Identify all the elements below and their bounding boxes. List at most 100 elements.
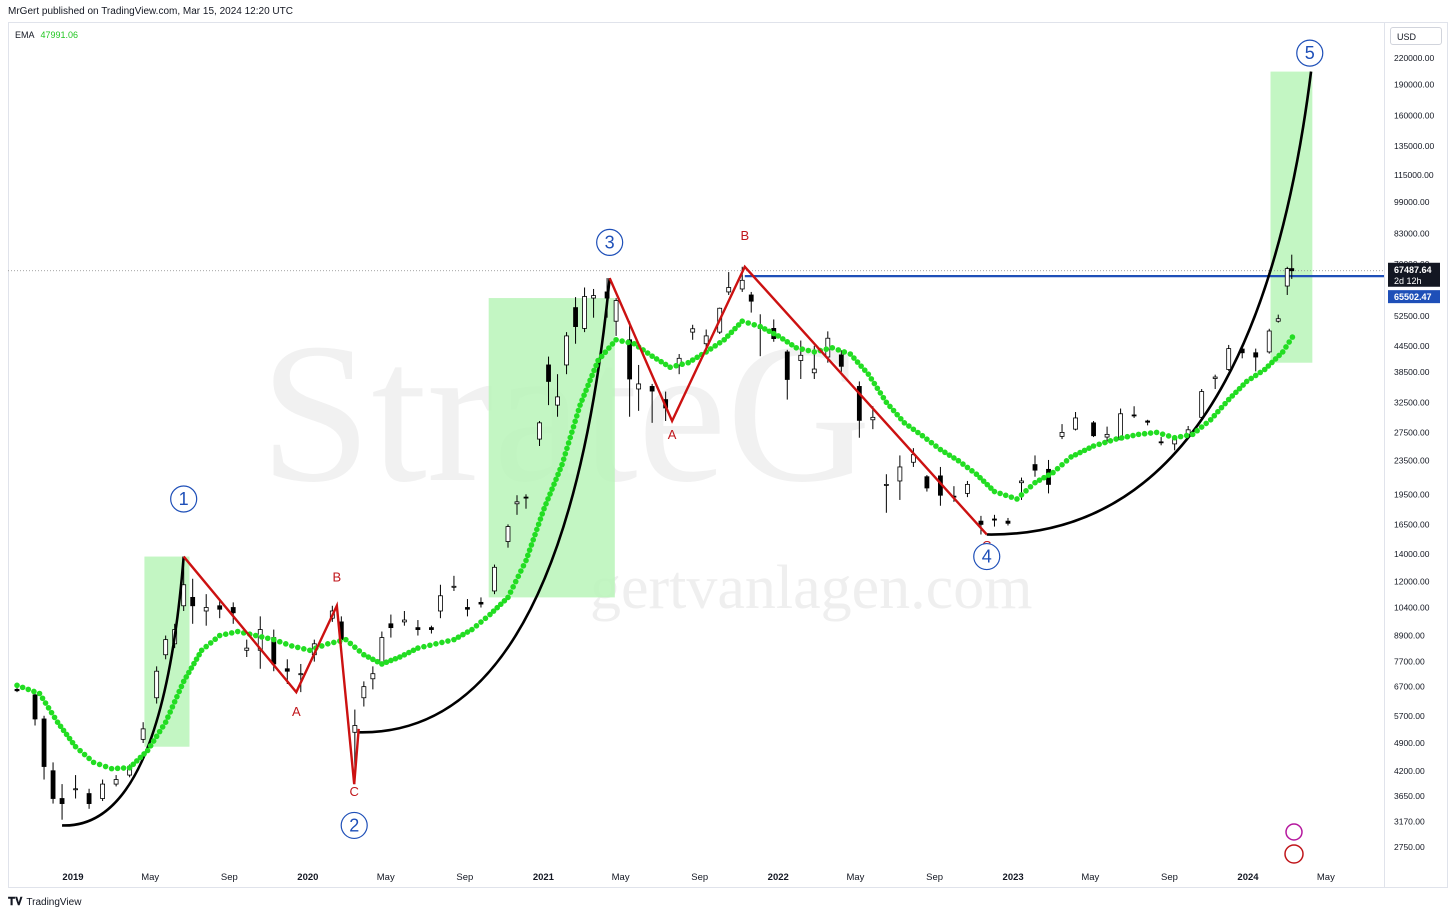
ema-dot (969, 468, 975, 474)
ema-dot (198, 647, 205, 654)
ema-dot (712, 343, 718, 349)
ema-dot (673, 362, 679, 369)
ema-dot (1018, 492, 1025, 498)
candle-body (1131, 414, 1137, 417)
candle-body (1266, 330, 1272, 353)
ema-dot (725, 333, 731, 339)
ema-dot (890, 407, 897, 414)
ema-dot (559, 461, 565, 468)
ema-dot (415, 645, 421, 651)
ema-dot (1289, 334, 1296, 340)
ema-dot (325, 641, 331, 647)
wave-label-c: C (350, 784, 359, 799)
ema-dot (937, 446, 944, 453)
wave-number-1: 1 (179, 489, 189, 509)
candle-body (113, 779, 119, 785)
candle-body (388, 623, 394, 629)
ema-dot (988, 485, 994, 491)
ema-dot (868, 376, 875, 382)
ema-dot (51, 714, 58, 721)
candle-body (856, 386, 862, 421)
ema-dot (222, 631, 229, 638)
candle-body (1253, 352, 1259, 358)
ema-dot (1272, 356, 1279, 362)
price-tick-label: 3650.00 (1394, 791, 1425, 801)
ema-dot (66, 735, 73, 742)
ema-dot (854, 359, 861, 365)
candle-body (514, 501, 520, 505)
zigzag-wave-2 (608, 264, 988, 536)
ema-dot (1008, 494, 1015, 500)
price-tick-label: 115000.00 (1394, 170, 1434, 180)
ema-dot (174, 693, 180, 700)
ema-dot (276, 638, 283, 645)
candle-body (1059, 432, 1065, 437)
ema-dot (591, 367, 597, 374)
ema-dot (793, 344, 800, 351)
ema-dot (108, 765, 115, 772)
chart-frame (8, 22, 1448, 888)
candle-body (73, 788, 78, 791)
ema-dot (1211, 412, 1218, 419)
candle-body (965, 484, 970, 494)
ema-dot (1265, 363, 1272, 369)
ema-dot (212, 636, 219, 643)
ema-dot (81, 751, 88, 758)
time-tick-label: 2022 (768, 872, 789, 883)
ema-dot (564, 445, 570, 452)
time-tick-label: Sep (1161, 872, 1178, 883)
ema-dot (1252, 372, 1259, 379)
ema-dot (555, 471, 561, 478)
ema-dot (565, 440, 572, 446)
ema-dot (829, 344, 836, 351)
wave-label-b: B (332, 570, 341, 585)
ema-dot (526, 547, 533, 553)
tradingview-logo-icon: 𝐓𝐕 (8, 896, 23, 908)
candle-body (370, 673, 376, 680)
price-tick-label: 10400.00 (1394, 602, 1430, 612)
ema-dot (383, 659, 390, 666)
ema-dot (167, 709, 173, 715)
time-tick-label: Sep (926, 872, 943, 883)
ema-dot (186, 669, 192, 676)
ema-dot (114, 765, 121, 772)
ema-dot (589, 372, 595, 379)
ema-dot (401, 651, 408, 658)
price-axis[interactable] (1384, 22, 1449, 888)
ema-dot (176, 688, 182, 695)
ema-dot (585, 382, 591, 389)
ema-dot (595, 357, 601, 364)
candle-body (992, 518, 997, 521)
ema-dot (1177, 433, 1184, 440)
ema-dot (919, 432, 926, 439)
ema-dot (156, 728, 163, 735)
ema-dot (861, 367, 868, 373)
candle-body (897, 466, 903, 482)
ema-dot (178, 683, 185, 690)
ema-dot (874, 385, 881, 392)
ema-dot (1130, 432, 1136, 439)
ema-dot (102, 763, 109, 770)
ema-dot (613, 336, 619, 343)
ema-dot (1286, 339, 1292, 345)
ema-dot (1027, 483, 1034, 490)
wave-number-2: 2 (349, 815, 359, 835)
ema-dot (1054, 465, 1061, 472)
ema-dot (1215, 408, 1221, 415)
candle-body (555, 396, 560, 406)
ema-dot (579, 397, 585, 403)
ema-dot (1141, 430, 1148, 437)
ema-dot (1183, 432, 1190, 439)
price-tick-label: 135000.00 (1394, 141, 1434, 151)
candle-body (100, 783, 106, 799)
time-tick-label: Sep (691, 872, 708, 883)
ema-dot (649, 353, 655, 359)
ema-dot (1063, 458, 1070, 464)
ema-dot (188, 665, 195, 671)
price-tick-label: 27500.00 (1394, 427, 1430, 437)
currency-button[interactable]: USD (1390, 27, 1442, 45)
ema-dot (1147, 430, 1154, 436)
wave-label-a: A (668, 427, 677, 442)
ema-dot (126, 764, 133, 771)
